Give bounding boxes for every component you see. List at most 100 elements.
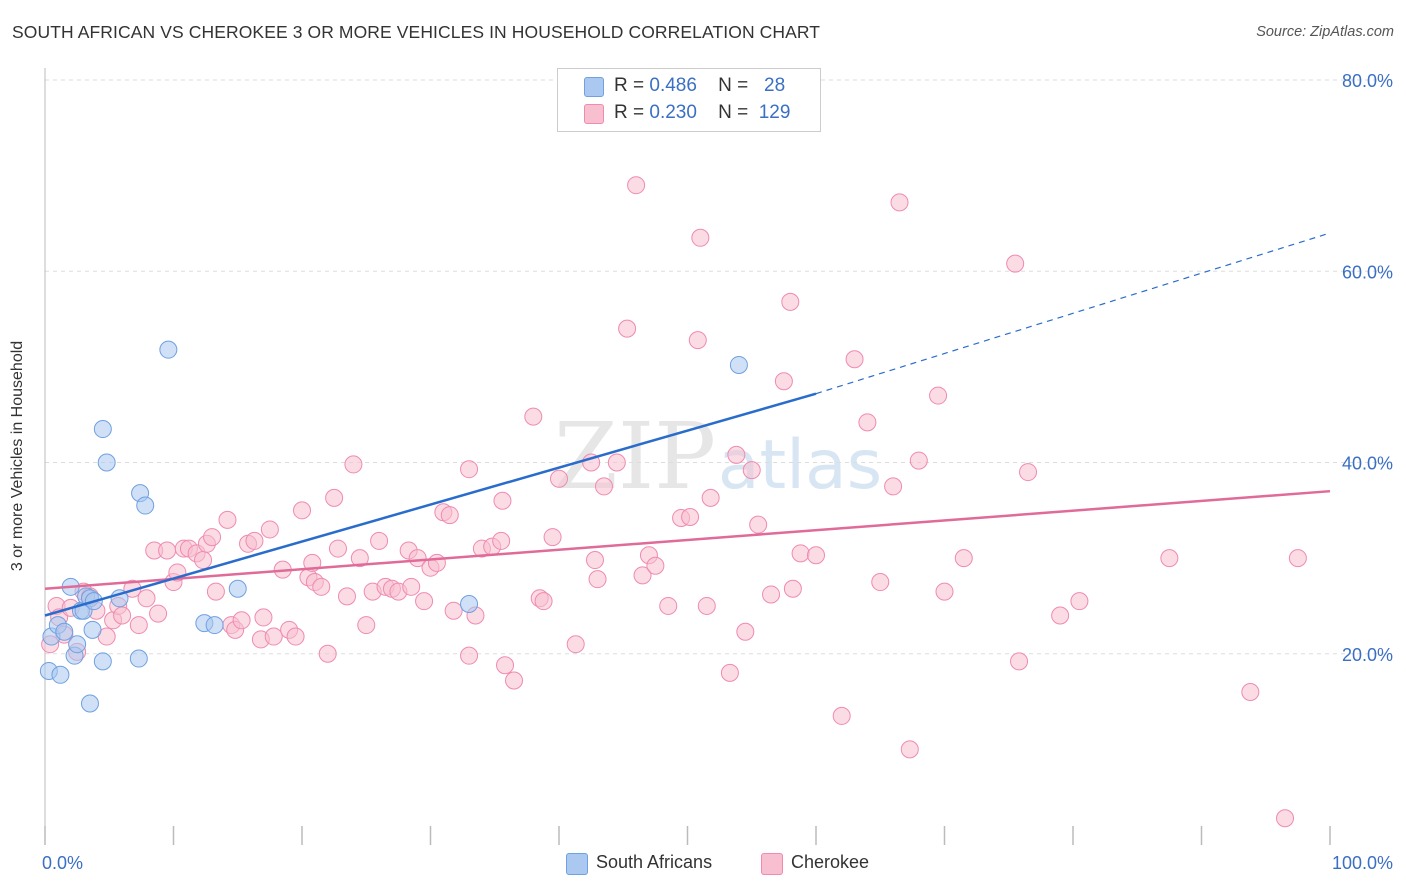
data-point-south-africans (55, 622, 74, 641)
data-point-cherokee (254, 608, 273, 627)
data-point-cherokee (286, 627, 305, 646)
data-point-cherokee (149, 604, 168, 623)
data-point-cherokee (440, 506, 459, 525)
stats-r-label: R = (614, 102, 645, 123)
data-point-cherokee (137, 589, 156, 608)
data-point-cherokee (505, 671, 524, 690)
x-tick-label: 100.0% (1332, 853, 1393, 873)
data-point-cherokee (1051, 606, 1070, 625)
data-point-south-africans (93, 420, 112, 439)
data-point-cherokee (113, 606, 132, 625)
data-point-cherokee (890, 193, 909, 212)
data-point-cherokee (884, 477, 903, 496)
grid (45, 79, 1392, 655)
y-tick-label: 40.0% (1342, 454, 1393, 474)
data-point-cherokee (691, 228, 710, 247)
data-point-cherokee (1288, 549, 1307, 568)
data-point-cherokee (659, 596, 678, 615)
data-point-cherokee (206, 582, 225, 601)
data-point-cherokee (588, 570, 607, 589)
data-point-cherokee (783, 579, 802, 598)
watermark-atlas: atlas (718, 426, 882, 505)
data-point-cherokee (129, 616, 148, 635)
data-point-cherokee (218, 510, 237, 529)
stats-swatch-south-africans (584, 77, 604, 97)
data-point-cherokee (493, 491, 512, 510)
data-point-cherokee (524, 407, 543, 426)
legend-label: Cherokee (791, 852, 870, 872)
y-axis-label: 3 or more Vehicles in Household (9, 340, 26, 572)
data-point-cherokee (350, 549, 369, 568)
y-tick-label: 80.0% (1342, 71, 1393, 91)
data-point-cherokee (344, 455, 363, 474)
data-point-cherokee (260, 520, 279, 539)
data-point-cherokee (585, 551, 604, 570)
stats-r-label: R = (614, 75, 645, 96)
data-point-cherokee (627, 176, 646, 195)
data-point-cherokee (293, 501, 311, 520)
data-point-cherokee (832, 706, 851, 725)
data-point-cherokee (774, 372, 793, 391)
data-point-south-africans (205, 616, 224, 635)
data-point-cherokee (566, 635, 585, 654)
y-tick-label: 60.0% (1342, 262, 1393, 282)
data-point-cherokee (325, 488, 344, 507)
south-africans-points (39, 340, 748, 713)
y-tick-label: 20.0% (1342, 645, 1393, 665)
data-point-cherokee (749, 515, 768, 534)
data-point-south-africans (729, 355, 748, 374)
data-point-cherokee (543, 528, 562, 547)
data-point-south-africans (97, 453, 116, 472)
data-point-cherokee (415, 592, 434, 611)
data-point-cherokee (594, 477, 613, 496)
data-point-cherokee (232, 611, 251, 630)
legend: South Africans Cherokee (0, 852, 1406, 878)
data-point-cherokee (1160, 549, 1179, 568)
stats-n-value: 28 (764, 75, 786, 96)
tick-labels: 20.0% 40.0% 60.0% 80.0% 0.0% 100.0% (42, 71, 1393, 873)
data-point-cherokee (492, 531, 511, 550)
data-point-cherokee (1070, 592, 1089, 611)
stats-r-value: 0.230 (649, 102, 697, 123)
data-point-cherokee (871, 573, 890, 592)
legend-swatch-south-africans (566, 853, 588, 875)
data-point-cherokee (370, 531, 389, 550)
data-point-cherokee (408, 549, 427, 568)
data-point-cherokee (618, 319, 637, 338)
data-point-south-africans (136, 496, 155, 515)
data-point-south-africans (228, 579, 247, 598)
data-point-cherokee (158, 541, 177, 560)
data-point-cherokee (727, 445, 746, 464)
data-point-cherokee (742, 461, 761, 480)
data-point-south-africans (68, 635, 87, 654)
data-point-cherokee (550, 469, 568, 488)
trend-lines (44, 232, 1331, 617)
data-point-cherokee (762, 585, 781, 604)
data-point-cherokee (633, 566, 652, 585)
data-point-cherokee (460, 646, 479, 665)
data-point-cherokee (203, 528, 222, 547)
data-point-south-africans (93, 652, 112, 671)
data-point-south-africans (51, 665, 70, 684)
data-point-cherokee (1019, 463, 1038, 482)
x-tick-label: 0.0% (42, 853, 83, 873)
watermark-zip: ZIP (554, 403, 716, 510)
data-point-cherokee (909, 451, 928, 470)
data-point-cherokee (736, 622, 755, 641)
stats-n-label: N = (718, 102, 749, 123)
data-point-cherokee (791, 544, 810, 563)
data-point-cherokee (681, 508, 700, 527)
data-point-cherokee (337, 587, 356, 606)
trend-line-south-africans (44, 392, 817, 617)
data-point-cherokee (858, 413, 877, 432)
data-point-cherokee (935, 582, 954, 601)
data-point-cherokee (427, 553, 446, 572)
data-point-cherokee (1010, 652, 1029, 671)
stats-n-value: 129 (758, 102, 791, 123)
data-point-cherokee (688, 331, 707, 350)
stats-n-label: N = (718, 75, 749, 96)
data-point-cherokee (646, 556, 665, 575)
watermark: ZIP atlas (554, 403, 882, 510)
data-point-cherokee (607, 453, 626, 472)
